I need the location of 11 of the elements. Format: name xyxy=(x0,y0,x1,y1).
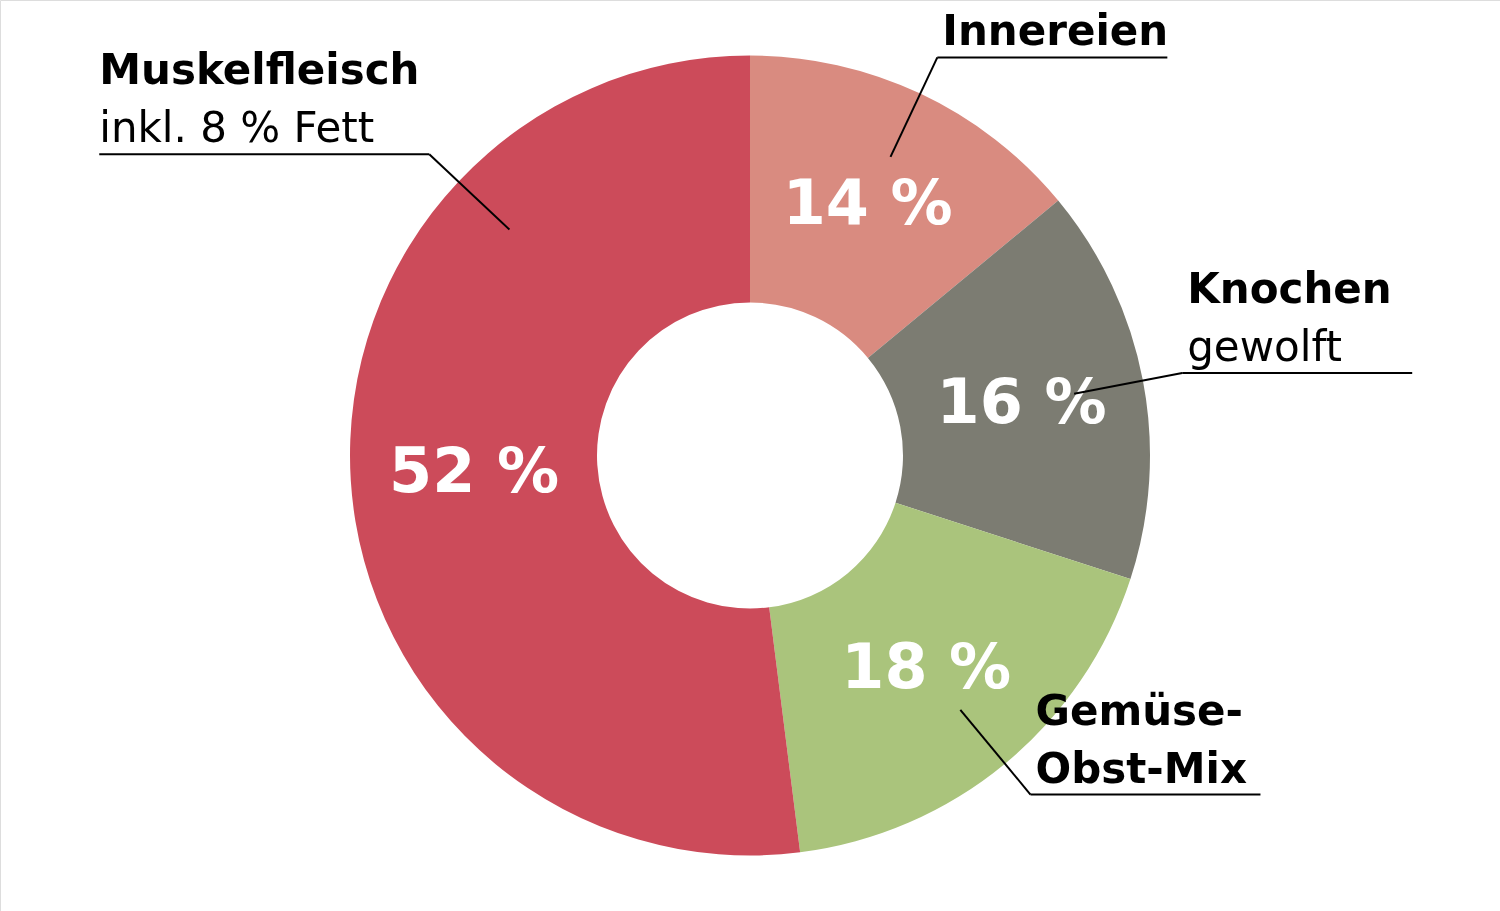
data-label: 14 % xyxy=(782,166,953,240)
slice-label: Muskelfleisch xyxy=(99,45,420,95)
donut-slice xyxy=(750,55,1059,358)
text: inkl. 8 % Fett xyxy=(99,103,375,153)
slice-label: Innereien xyxy=(942,6,1169,56)
data-label: 52 % xyxy=(389,433,560,507)
data-label: 16 % xyxy=(936,364,1107,438)
slice-label: Knochen xyxy=(1187,264,1392,314)
slice-label: Gemüse-Obst-Mix xyxy=(1035,685,1248,793)
text: gewolft xyxy=(1187,322,1342,372)
data-label: 18 % xyxy=(841,629,1012,703)
